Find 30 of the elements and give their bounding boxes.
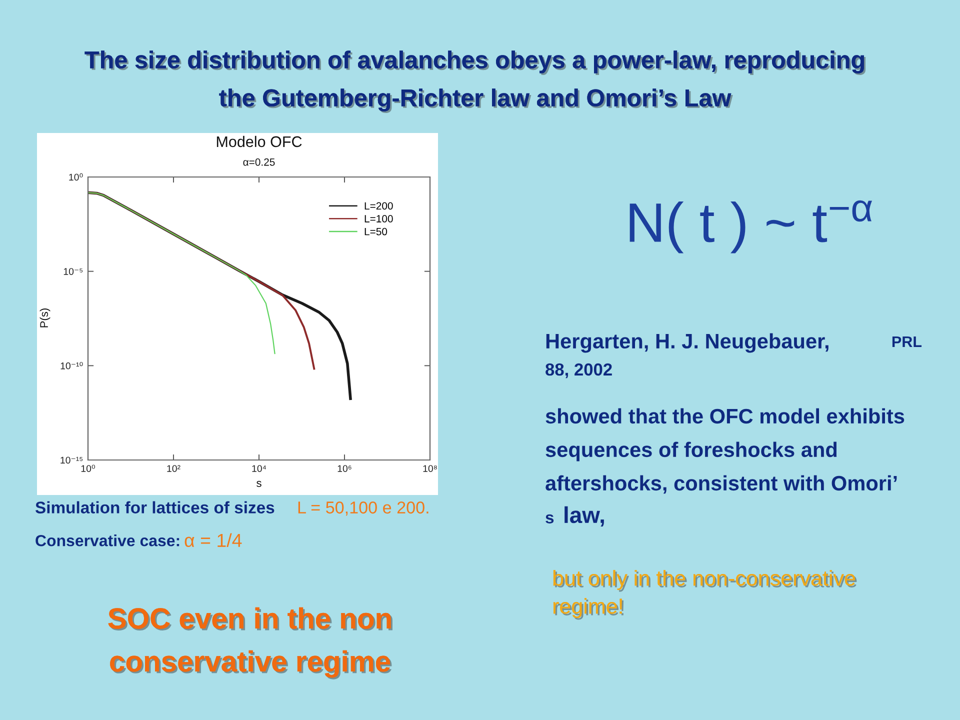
x-tick-label: 10⁴ [252,465,266,472]
legend-label: L=100 [364,215,393,222]
text: 88, 2002 [546,363,612,378]
x-tick-label: 10⁰ [81,464,96,472]
x-tick-label: 10² [167,465,180,472]
text: Hergarten, H. J. Neugebauer, [546,333,828,353]
text: Simulation for lattices of sizes [35,501,274,514]
text: α = 1/4 [184,533,242,548]
x-tick-label: 10⁶ [338,465,352,472]
text: L = 50,100 e 200. [298,501,428,516]
legend-label: L=200 [364,202,393,210]
text: showed that the OFC model exhibits sequences of foreshocks and aftershocks, consistent with Omori’ [546,408,904,494]
legend-label: L=50 [364,228,388,236]
chart-title: Modelo OFC [216,136,302,148]
text: law, [564,506,604,526]
text: s [546,514,554,524]
x-tick-label: 10⁸ [423,465,437,472]
text: but only in the non-conservative regime! [553,570,857,620]
y-tick-label: 10⁻⁵ [64,268,83,275]
text: SOC even in the non conservative regime [108,607,392,680]
y-axis-title: P(s) [40,308,50,328]
text: Conservative case: [36,534,180,546]
x-axis-title: s [256,480,262,487]
text: N( t ) ~ t$^{−α}$ [630,200,872,254]
y-tick-label: 10⁻¹⁰ [60,362,83,370]
y-tick-label: 10⁻¹⁵ [60,456,83,464]
text: The size distribution of avalanches obeys a power-law, reproducing the Gutemberg-Richter law and Omori’s Law [84,50,866,114]
y-tick-label: 10⁰ [69,173,83,181]
text: PRL [892,336,922,347]
chart-subtitle: α=0.25 [243,158,275,166]
